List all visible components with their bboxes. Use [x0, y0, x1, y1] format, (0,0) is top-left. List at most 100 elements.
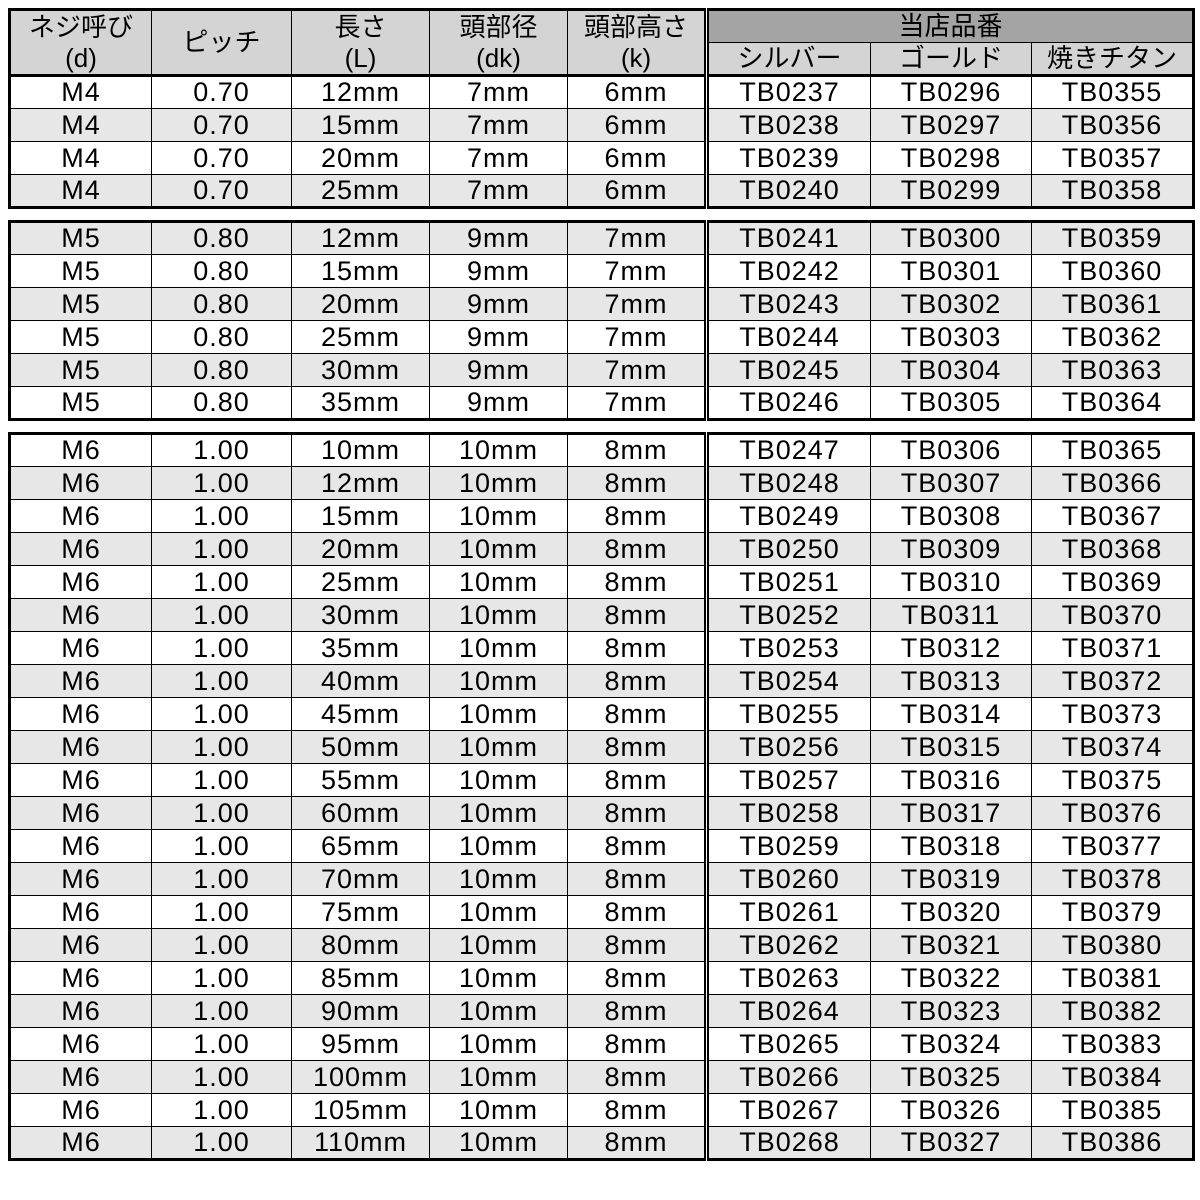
cell-head-diameter: 9mm	[429, 254, 568, 288]
table-body-m4: M4 0.70 12mm 7mm 6mm TB0237 TB0296 TB0355 M4 0.70…	[9, 75, 1195, 208]
cell-part-number-gold: TB0327	[870, 1126, 1032, 1160]
cell-part-number-silver: TB0260	[704, 862, 871, 896]
cell-part-number-gold: TB0326	[870, 1093, 1032, 1127]
cell-head-diameter: 10mm	[429, 499, 568, 533]
cell-head-height: 8mm	[567, 466, 707, 500]
cell-head-height: 8mm	[567, 697, 707, 731]
cell-part-number-titanium: TB0378	[1031, 862, 1194, 896]
cell-part-number-gold: TB0308	[870, 499, 1032, 533]
cell-part-number-silver: TB0250	[704, 532, 871, 566]
table-row: M6 1.00 12mm 10mm 8mm TB0248 TB0307 TB0366	[9, 466, 1194, 500]
table-row: M6 1.00 60mm 10mm 8mm TB0258 TB0317 TB0376	[9, 796, 1194, 830]
cell-part-number-silver: TB0254	[704, 664, 871, 698]
cell-head-diameter: 10mm	[429, 1126, 568, 1160]
column-header-length-symbol: (L)	[344, 42, 377, 73]
cell-screw-size: M6	[9, 532, 152, 566]
cell-length: 10mm	[291, 433, 430, 467]
cell-part-number-silver: TB0257	[704, 763, 871, 797]
column-header-screw-size-label: ネジ呼び	[28, 11, 133, 42]
cell-head-height: 6mm	[567, 108, 707, 142]
cell-screw-size: M6	[9, 895, 152, 929]
cell-part-number-gold: TB0318	[870, 829, 1032, 863]
cell-head-height: 8mm	[567, 565, 707, 599]
cell-part-number-gold: TB0297	[870, 108, 1032, 142]
cell-part-number-gold: TB0300	[870, 221, 1032, 255]
cell-part-number-gold: TB0307	[870, 466, 1032, 500]
cell-part-number-gold: TB0317	[870, 796, 1032, 830]
cell-head-diameter: 10mm	[429, 631, 568, 665]
cell-part-number-titanium: TB0367	[1031, 499, 1194, 533]
cell-part-number-silver: TB0255	[704, 697, 871, 731]
cell-part-number-titanium: TB0375	[1031, 763, 1194, 797]
column-header-head-diameter-label: 頭部径	[459, 11, 538, 42]
table-body-m5: M5 0.80 12mm 9mm 7mm TB0241 TB0300 TB0359 M5 0.80…	[9, 221, 1194, 420]
table-row: M6 1.00 50mm 10mm 8mm TB0256 TB0315 TB0374	[9, 730, 1194, 764]
cell-part-number-gold: TB0313	[870, 664, 1032, 698]
cell-head-diameter: 10mm	[429, 532, 568, 566]
table-body-m6: M6 1.00 10mm 10mm 8mm TB0247 TB0306 TB0365 M6 1.0…	[9, 433, 1194, 1160]
cell-part-number-titanium: TB0360	[1031, 254, 1194, 288]
cell-part-number-gold: TB0315	[870, 730, 1032, 764]
cell-part-number-silver: TB0251	[704, 565, 871, 599]
cell-head-diameter: 10mm	[429, 796, 568, 830]
table-row: M6 1.00 85mm 10mm 8mm TB0263 TB0322 TB0381	[9, 961, 1194, 995]
table-row: M6 1.00 95mm 10mm 8mm TB0265 TB0324 TB0383	[9, 1027, 1194, 1061]
cell-part-number-gold: TB0309	[870, 532, 1032, 566]
cell-head-height: 6mm	[567, 174, 707, 208]
cell-length: 12mm	[291, 75, 430, 109]
table-header: ネジ呼び (d) ピッチ 長さ (L) 頭部径 (dk) 頭部高さ (k)	[9, 9, 1195, 76]
cell-part-number-titanium: TB0369	[1031, 565, 1194, 599]
cell-pitch: 1.00	[151, 1060, 292, 1094]
cell-head-height: 7mm	[567, 254, 707, 288]
column-header-length: 長さ (L)	[291, 9, 430, 76]
cell-screw-size: M4	[9, 174, 152, 208]
cell-part-number-gold: TB0314	[870, 697, 1032, 731]
cell-length: 50mm	[291, 730, 430, 764]
column-header-screw-size: ネジ呼び (d)	[9, 9, 152, 76]
cell-screw-size: M6	[9, 466, 152, 500]
cell-part-number-silver: TB0252	[704, 598, 871, 632]
cell-head-diameter: 9mm	[429, 221, 568, 255]
cell-screw-size: M6	[9, 1027, 152, 1061]
cell-pitch: 1.00	[151, 466, 292, 500]
cell-part-number-silver: TB0244	[704, 320, 871, 354]
spec-table-m5: M5 0.80 12mm 9mm 7mm TB0241 TB0300 TB0359 M5 0.80…	[8, 220, 1195, 421]
cell-length: 15mm	[291, 108, 430, 142]
cell-screw-size: M5	[9, 287, 152, 321]
cell-screw-size: M6	[9, 928, 152, 962]
table-row: M6 1.00 30mm 10mm 8mm TB0252 TB0311 TB0370	[9, 598, 1194, 632]
cell-part-number-titanium: TB0385	[1031, 1093, 1194, 1127]
cell-part-number-titanium: TB0355	[1030, 75, 1195, 109]
cell-head-diameter: 10mm	[429, 598, 568, 632]
cell-head-height: 8mm	[567, 631, 707, 665]
table-row: M6 1.00 80mm 10mm 8mm TB0262 TB0321 TB0380	[9, 928, 1194, 962]
cell-screw-size: M5	[9, 386, 152, 420]
table-row: M6 1.00 55mm 10mm 8mm TB0257 TB0316 TB0375	[9, 763, 1194, 797]
cell-head-diameter: 10mm	[429, 1093, 568, 1127]
cell-part-number-silver: TB0263	[704, 961, 871, 995]
cell-pitch: 1.00	[151, 1027, 292, 1061]
column-header-screw-size-symbol: (d)	[65, 42, 97, 73]
cell-screw-size: M6	[9, 961, 152, 995]
cell-length: 60mm	[291, 796, 430, 830]
cell-pitch: 1.00	[151, 565, 292, 599]
column-header-part-number-group: 当店品番	[703, 9, 1195, 43]
cell-length: 100mm	[291, 1060, 430, 1094]
cell-length: 12mm	[291, 221, 430, 255]
cell-screw-size: M5	[9, 221, 152, 255]
cell-screw-size: M6	[9, 433, 152, 467]
cell-head-diameter: 9mm	[429, 287, 568, 321]
table-row: M5 0.80 12mm 9mm 7mm TB0241 TB0300 TB0359	[9, 221, 1194, 255]
table-row: M6 1.00 110mm 10mm 8mm TB0268 TB0327 TB0386	[9, 1126, 1194, 1160]
column-header-titanium: 焼きチタン	[1030, 42, 1195, 76]
cell-head-diameter: 10mm	[429, 1060, 568, 1094]
cell-screw-size: M6	[9, 730, 152, 764]
column-header-gold: ゴールド	[870, 42, 1032, 76]
column-header-pitch: ピッチ	[151, 9, 292, 76]
cell-head-height: 8mm	[567, 499, 707, 533]
cell-length: 30mm	[291, 598, 430, 632]
cell-screw-size: M4	[9, 108, 152, 142]
cell-head-height: 8mm	[567, 1093, 707, 1127]
table-row: M6 1.00 105mm 10mm 8mm TB0267 TB0326 TB0385	[9, 1093, 1194, 1127]
